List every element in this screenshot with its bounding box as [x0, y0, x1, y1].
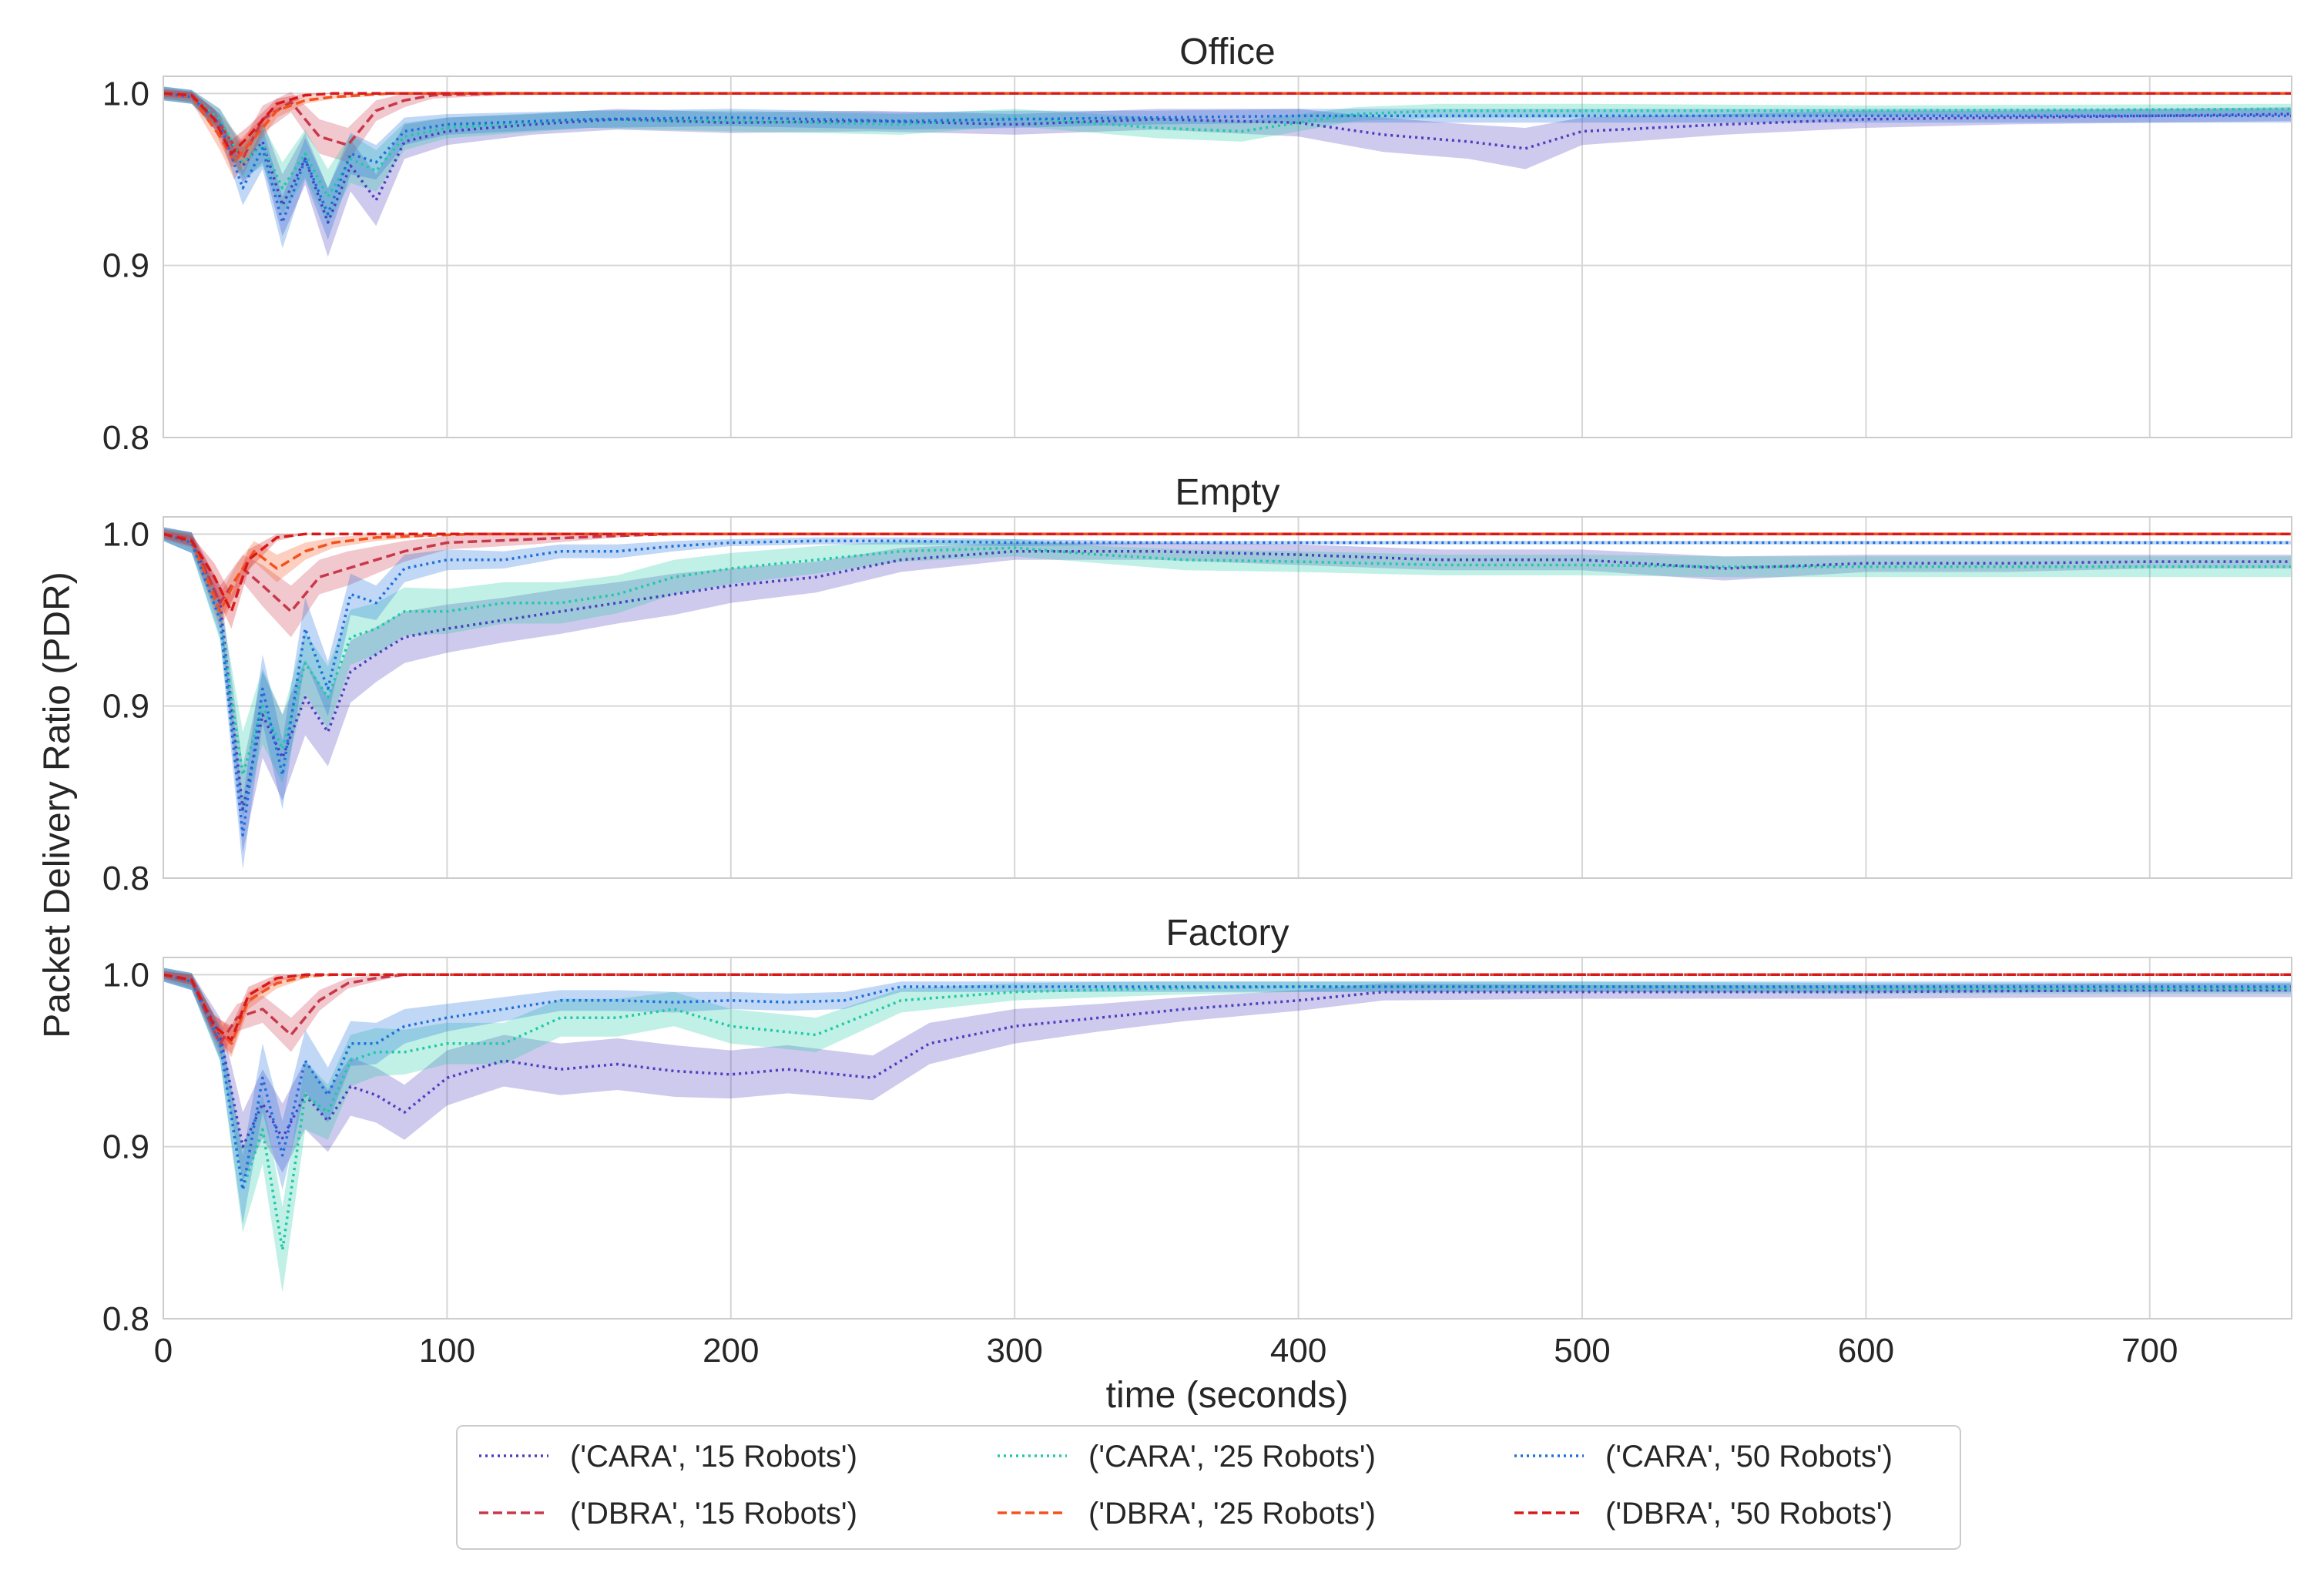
legend-label: ('CARA', '15 Robots')	[570, 1440, 857, 1474]
legend-item: ('CARA', '50 Robots')	[1514, 1440, 1893, 1474]
y-tick-label: 0.9	[102, 247, 149, 285]
legend-item: ('CARA', '15 Robots')	[479, 1440, 857, 1474]
legend-frame	[456, 1425, 1961, 1550]
legend: ('CARA', '15 Robots') ('DBRA', '15 Robots…	[456, 1425, 1961, 1550]
legend-label: ('DBRA', '15 Robots')	[570, 1497, 857, 1531]
series-line	[163, 973, 2292, 1252]
panel-title: Office	[1179, 32, 1276, 72]
panel-title: Empty	[1175, 472, 1279, 513]
plot-area	[163, 517, 2292, 878]
x-axis-label: time (seconds)	[1106, 1375, 1349, 1416]
x-tick-label: 500	[1554, 1332, 1610, 1370]
y-tick-label: 1.0	[102, 956, 149, 994]
panel-empty: Empty 0.8 0.9 1.0	[102, 472, 2292, 897]
plot-frame	[163, 75, 2292, 438]
legend-label: ('CARA', '25 Robots')	[1088, 1440, 1376, 1474]
series-line	[163, 532, 2292, 613]
y-tick-label: 0.8	[102, 419, 149, 457]
series-line	[163, 973, 2292, 1148]
plot-area	[163, 76, 2292, 438]
y-tick-label: 0.9	[102, 688, 149, 726]
plot-area	[163, 957, 2292, 1319]
y-tick-label: 0.9	[102, 1128, 149, 1166]
series-group	[163, 967, 2292, 1293]
series-line	[163, 92, 2292, 156]
y-tick-label: 0.8	[102, 1300, 149, 1338]
confidence-band	[163, 86, 2292, 257]
x-tick-label: 400	[1270, 1332, 1326, 1370]
confidence-band	[163, 86, 2292, 249]
plot-frame	[163, 957, 2292, 1319]
panel-factory: Factory 0.8 0.9 1.0 0 100 200 300 400 500 600 700	[102, 913, 2292, 1370]
x-tick-label: 200	[703, 1332, 759, 1370]
series-line	[163, 92, 2292, 224]
x-tick-label: 700	[2121, 1332, 2178, 1370]
y-axis-label: Packet Delivery Ratio (PDR)	[37, 572, 78, 1038]
series-line	[163, 532, 2292, 837]
x-tick-label: 600	[1838, 1332, 1894, 1370]
x-tick-label: 300	[986, 1332, 1042, 1370]
legend-item: ('DBRA', '25 Robots')	[998, 1497, 1376, 1531]
y-tick-label: 1.0	[102, 75, 149, 112]
series-line	[163, 532, 2292, 613]
series-line	[163, 532, 2292, 776]
series-line	[163, 92, 2292, 199]
panel-title: Factory	[1165, 913, 1289, 954]
legend-label: ('DBRA', '25 Robots')	[1088, 1497, 1376, 1531]
x-tick-label: 0	[154, 1332, 173, 1370]
series-group	[163, 86, 2292, 257]
legend-label: ('CARA', '50 Robots')	[1605, 1440, 1893, 1474]
plot-frame	[163, 516, 2292, 879]
series-line	[163, 973, 2292, 1192]
series-line	[163, 532, 2292, 613]
confidence-band	[163, 967, 2292, 1182]
confidence-band	[163, 527, 2292, 853]
legend-item: ('DBRA', '50 Robots')	[1514, 1497, 1893, 1531]
series-line	[163, 973, 2292, 1041]
legend-item: ('DBRA', '15 Robots')	[479, 1497, 857, 1531]
series-group	[163, 527, 2292, 870]
y-tick-label: 1.0	[102, 515, 149, 553]
panel-office: Office 0.8 0.9 1.0	[102, 32, 2292, 457]
legend-label: ('DBRA', '50 Robots')	[1605, 1497, 1893, 1531]
legend-item: ('CARA', '25 Robots')	[998, 1440, 1376, 1474]
x-tick-label: 100	[419, 1332, 475, 1370]
panels: Office0.80.91.0Empty0.80.91.0Factory0.80…	[102, 32, 2292, 1370]
y-tick-label: 0.8	[102, 860, 149, 897]
